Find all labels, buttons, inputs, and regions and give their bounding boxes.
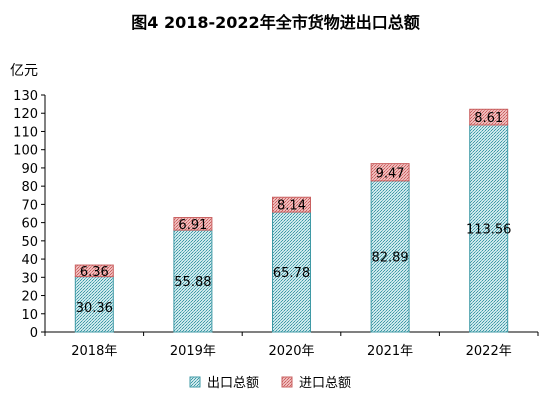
bar-import: [469, 108, 509, 126]
y-tick-label: 80: [21, 180, 38, 195]
bar-import: [74, 264, 114, 278]
data-label-export: 82.89: [371, 250, 408, 265]
axes: 0 10 20 30 40 50 60 70 80 90 100 110 120 130 2018年 2019…: [13, 89, 539, 359]
y-tick-label: 60: [21, 217, 38, 232]
x-tick-label: 2022年: [466, 344, 512, 359]
y-tick-label: 10: [21, 308, 38, 323]
y-tick-label: 120: [13, 107, 38, 122]
y-axis-unit: 亿元: [10, 63, 38, 79]
y-tick-label: 50: [21, 235, 38, 250]
y-tick-label: 90: [21, 162, 38, 177]
bar-export: [173, 229, 213, 333]
legend-label-import: 进口总额: [299, 376, 351, 391]
data-label-import: 9.47: [376, 166, 405, 181]
data-label-export: 55.88: [174, 275, 211, 290]
bar-import: [272, 196, 311, 213]
bar-export: [370, 180, 410, 333]
y-tick-label: 70: [21, 198, 38, 213]
y-tick-label: 30: [21, 271, 38, 286]
data-label-export: 113.56: [466, 222, 512, 237]
bar-import: [370, 163, 410, 182]
y-tick-label: 20: [21, 290, 38, 305]
data-label-import: 6.91: [178, 218, 207, 233]
legend-label-export: 出口总额: [207, 376, 259, 391]
data-label-import: 8.61: [474, 111, 503, 126]
bars: [74, 108, 509, 333]
legend-swatch-export: [189, 376, 201, 388]
data-label-export: 30.36: [76, 301, 113, 316]
y-tick-label: 40: [21, 253, 38, 268]
data-labels: 30.36 6.36 55.88 6.91 65.78 8.14 82.89 9.47 113.…: [76, 111, 512, 316]
bar-import: [173, 217, 213, 231]
legend-swatch-import: [281, 376, 293, 388]
data-label-import: 6.36: [80, 265, 109, 280]
x-tick-label: 2019年: [170, 344, 216, 359]
legend: 出口总额 进口总额: [189, 376, 351, 391]
x-tick-label: 2020年: [268, 344, 314, 359]
x-tick-label: 2021年: [367, 344, 413, 359]
bar-export: [74, 276, 114, 333]
data-label-export: 65.78: [273, 266, 310, 281]
data-label-import: 8.14: [277, 199, 306, 214]
y-tick-label: 100: [13, 144, 38, 159]
y-tick-label: 110: [13, 125, 38, 140]
chart-title: 图4 2018-2022年全市货物进出口总额: [131, 13, 420, 32]
x-tick-label: 2018年: [71, 344, 117, 359]
y-tick-label: 130: [13, 89, 38, 104]
y-tick-label: 0: [30, 326, 38, 341]
bar-export: [272, 211, 311, 333]
